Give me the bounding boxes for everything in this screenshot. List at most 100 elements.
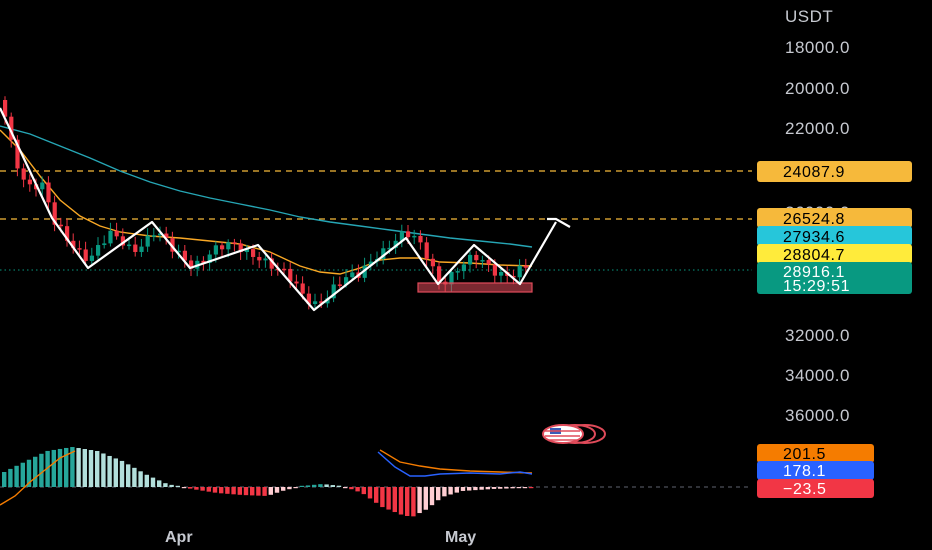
macd-bar: [516, 487, 521, 489]
candle-body: [139, 246, 144, 252]
candle-body: [151, 235, 156, 237]
candle-body: [381, 248, 386, 260]
macd-bar: [510, 487, 515, 489]
macd-bar: [144, 474, 149, 487]
candle-body: [344, 277, 349, 285]
candle-body: [27, 179, 32, 185]
macd-bar: [33, 456, 38, 487]
macd-bar: [411, 487, 416, 517]
macd-bar: [250, 487, 255, 496]
macd-bar: [460, 487, 466, 491]
macd-bar: [212, 487, 218, 493]
candle-body: [257, 256, 262, 261]
candle-body: [368, 261, 373, 266]
macd-bar: [163, 483, 168, 487]
candle-body: [238, 243, 243, 253]
macd-bar: [281, 487, 286, 491]
candle-body: [15, 139, 20, 169]
candle-body: [337, 284, 342, 286]
x-tick: May: [445, 529, 476, 546]
candle-body: [96, 245, 101, 256]
candle-body: [461, 264, 466, 272]
macd-bar: [262, 487, 267, 496]
candle-body: [300, 283, 305, 294]
candle-body: [492, 264, 497, 276]
candle-body: [102, 243, 107, 246]
candle-body: [232, 242, 237, 244]
macd-bar: [467, 487, 472, 491]
macd-bar: [169, 484, 174, 487]
current-price-badge: [757, 262, 912, 294]
macd-bar: [312, 484, 317, 487]
candle-body: [449, 271, 454, 285]
candle-body: [437, 266, 442, 282]
macd-bar: [26, 459, 32, 487]
candle-body: [21, 168, 26, 180]
macd-bar: [14, 465, 19, 487]
candle-body: [511, 275, 516, 278]
candle-body: [226, 242, 231, 250]
candle-body: [158, 233, 163, 236]
candle-body: [499, 272, 504, 276]
currency-label: USDT: [785, 7, 833, 26]
y-tick: 20000.0: [785, 79, 850, 98]
x-tick: Apr: [165, 529, 193, 546]
macd-bar: [150, 477, 156, 487]
badge-text: 178.1: [783, 463, 826, 480]
macd-bar: [405, 487, 410, 516]
macd-bar: [20, 462, 25, 487]
macd-bar: [355, 487, 360, 492]
macd-bar: [57, 448, 63, 487]
candle-body: [306, 293, 311, 305]
macd-hist-badge: [757, 479, 874, 498]
candle-body: [393, 240, 398, 248]
macd-bar: [237, 487, 242, 495]
ema-long-line: [0, 125, 533, 248]
candle-body: [189, 260, 194, 269]
macd-bar: [126, 464, 131, 487]
candle-body: [220, 245, 225, 250]
candle-body: [523, 265, 528, 268]
support-zone-box: [417, 282, 533, 293]
macd-bar: [343, 487, 348, 489]
macd-bar: [361, 487, 366, 495]
candle-body: [319, 301, 324, 304]
candle-body: [399, 231, 404, 241]
candle-body: [207, 254, 212, 263]
pattern-zigzag-line: [0, 107, 557, 312]
current-price-text: 28916.1: [783, 264, 845, 281]
macd-bar: [417, 487, 422, 514]
macd-bar: [498, 487, 503, 489]
macd-bar: [206, 487, 211, 492]
candle-body: [201, 260, 206, 263]
macd-bar: [429, 487, 435, 506]
macd-line-badge: [757, 461, 874, 480]
candle-body: [294, 281, 299, 284]
flag-icon[interactable]: [542, 424, 606, 444]
candle-body: [282, 268, 287, 271]
macd-bar: [454, 487, 459, 493]
badge-text: 27934.6: [783, 229, 845, 246]
macd-bar: [138, 471, 143, 487]
macd-bar: [194, 487, 199, 490]
x-axis-ticks: Apr May: [165, 529, 476, 546]
candle-body: [430, 258, 435, 267]
candle-body: [455, 271, 460, 273]
y-tick: 18000.0: [785, 38, 850, 57]
macd-bar: [287, 487, 292, 490]
candle-body: [406, 231, 411, 238]
macd-bar: [392, 487, 397, 513]
macd-bar: [243, 487, 249, 496]
candle-body: [46, 182, 51, 203]
macd-bar: [473, 487, 478, 491]
y-tick: 36000.0: [785, 406, 850, 425]
badge-text: −23.5: [783, 481, 826, 498]
projection-arrow-icon: [547, 217, 571, 228]
candle-body: [127, 244, 132, 247]
macd-bar: [349, 487, 354, 490]
candle-body: [350, 272, 355, 278]
badge-text: 26524.8: [783, 211, 845, 228]
badge-text: 24087.9: [783, 164, 845, 181]
candle-body: [71, 240, 76, 249]
